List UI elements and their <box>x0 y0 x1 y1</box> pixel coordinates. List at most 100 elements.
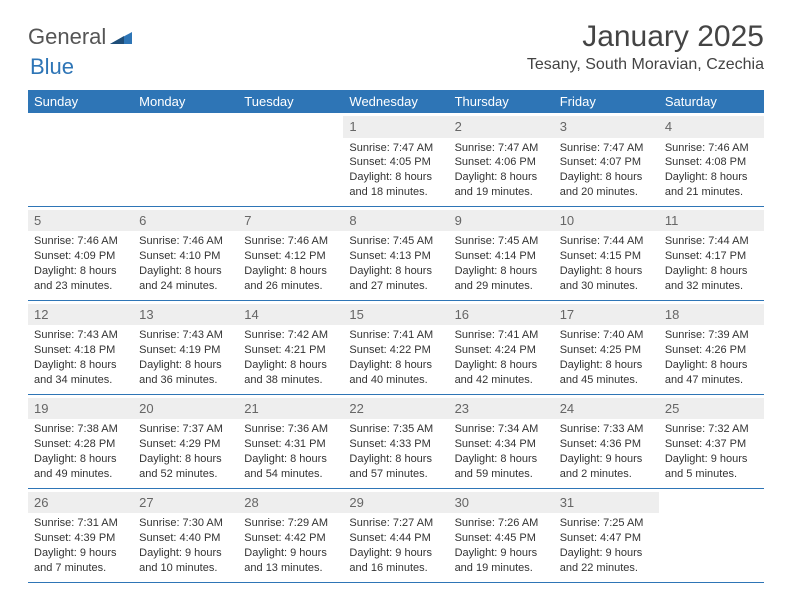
sunrise-text: Sunrise: 7:29 AM <box>244 516 337 531</box>
day-number: 19 <box>28 398 133 420</box>
day-label: Tuesday <box>238 90 343 113</box>
calendar-page: General January 2025 Tesany, South Morav… <box>0 0 792 603</box>
day-number: 10 <box>554 210 659 232</box>
sunrise-text: Sunrise: 7:25 AM <box>560 516 653 531</box>
day-number: 28 <box>238 492 343 514</box>
sunrise-text: Sunrise: 7:40 AM <box>560 328 653 343</box>
day-cell: 15Sunrise: 7:41 AMSunset: 4:22 PMDayligh… <box>343 301 448 394</box>
day-cell <box>238 113 343 206</box>
daylight-text: Daylight: 8 hours and 54 minutes. <box>244 452 337 482</box>
sunset-text: Sunset: 4:42 PM <box>244 531 337 546</box>
sunset-text: Sunset: 4:08 PM <box>665 155 758 170</box>
day-cell: 3Sunrise: 7:47 AMSunset: 4:07 PMDaylight… <box>554 113 659 206</box>
daylight-text: Daylight: 9 hours and 16 minutes. <box>349 546 442 576</box>
day-number: 24 <box>554 398 659 420</box>
daylight-text: Daylight: 9 hours and 7 minutes. <box>34 546 127 576</box>
sunrise-text: Sunrise: 7:43 AM <box>139 328 232 343</box>
sunrise-text: Sunrise: 7:27 AM <box>349 516 442 531</box>
day-number: 22 <box>343 398 448 420</box>
sunrise-text: Sunrise: 7:26 AM <box>455 516 548 531</box>
day-cell: 17Sunrise: 7:40 AMSunset: 4:25 PMDayligh… <box>554 301 659 394</box>
daylight-text: Daylight: 9 hours and 13 minutes. <box>244 546 337 576</box>
sunrise-text: Sunrise: 7:47 AM <box>560 141 653 156</box>
day-header-row: Sunday Monday Tuesday Wednesday Thursday… <box>28 90 764 113</box>
logo-triangle-icon <box>110 24 132 50</box>
sunset-text: Sunset: 4:10 PM <box>139 249 232 264</box>
day-label: Sunday <box>28 90 133 113</box>
day-number: 1 <box>343 116 448 138</box>
day-cell: 12Sunrise: 7:43 AMSunset: 4:18 PMDayligh… <box>28 301 133 394</box>
daylight-text: Daylight: 8 hours and 42 minutes. <box>455 358 548 388</box>
sunset-text: Sunset: 4:21 PM <box>244 343 337 358</box>
day-number: 25 <box>659 398 764 420</box>
day-cell <box>133 113 238 206</box>
daylight-text: Daylight: 9 hours and 19 minutes. <box>455 546 548 576</box>
daylight-text: Daylight: 9 hours and 2 minutes. <box>560 452 653 482</box>
daylight-text: Daylight: 8 hours and 19 minutes. <box>455 170 548 200</box>
week-row: 12Sunrise: 7:43 AMSunset: 4:18 PMDayligh… <box>28 301 764 395</box>
day-label: Monday <box>133 90 238 113</box>
day-cell: 7Sunrise: 7:46 AMSunset: 4:12 PMDaylight… <box>238 207 343 300</box>
sunrise-text: Sunrise: 7:42 AM <box>244 328 337 343</box>
sunrise-text: Sunrise: 7:36 AM <box>244 422 337 437</box>
daylight-text: Daylight: 9 hours and 5 minutes. <box>665 452 758 482</box>
day-number: 8 <box>343 210 448 232</box>
day-cell: 26Sunrise: 7:31 AMSunset: 4:39 PMDayligh… <box>28 489 133 582</box>
sunset-text: Sunset: 4:14 PM <box>455 249 548 264</box>
day-cell: 2Sunrise: 7:47 AMSunset: 4:06 PMDaylight… <box>449 113 554 206</box>
day-label: Friday <box>554 90 659 113</box>
month-title: January 2025 <box>527 20 764 54</box>
daylight-text: Daylight: 8 hours and 34 minutes. <box>34 358 127 388</box>
day-cell: 9Sunrise: 7:45 AMSunset: 4:14 PMDaylight… <box>449 207 554 300</box>
day-number: 18 <box>659 304 764 326</box>
day-number: 20 <box>133 398 238 420</box>
day-number: 13 <box>133 304 238 326</box>
sunset-text: Sunset: 4:39 PM <box>34 531 127 546</box>
sunset-text: Sunset: 4:12 PM <box>244 249 337 264</box>
day-cell: 18Sunrise: 7:39 AMSunset: 4:26 PMDayligh… <box>659 301 764 394</box>
day-number: 26 <box>28 492 133 514</box>
sunset-text: Sunset: 4:24 PM <box>455 343 548 358</box>
sunrise-text: Sunrise: 7:32 AM <box>665 422 758 437</box>
sunset-text: Sunset: 4:09 PM <box>34 249 127 264</box>
day-cell: 11Sunrise: 7:44 AMSunset: 4:17 PMDayligh… <box>659 207 764 300</box>
sunrise-text: Sunrise: 7:46 AM <box>244 234 337 249</box>
day-cell: 8Sunrise: 7:45 AMSunset: 4:13 PMDaylight… <box>343 207 448 300</box>
week-row: 19Sunrise: 7:38 AMSunset: 4:28 PMDayligh… <box>28 395 764 489</box>
sunset-text: Sunset: 4:07 PM <box>560 155 653 170</box>
sunrise-text: Sunrise: 7:47 AM <box>349 141 442 156</box>
sunset-text: Sunset: 4:29 PM <box>139 437 232 452</box>
daylight-text: Daylight: 8 hours and 20 minutes. <box>560 170 653 200</box>
day-cell: 20Sunrise: 7:37 AMSunset: 4:29 PMDayligh… <box>133 395 238 488</box>
day-number: 23 <box>449 398 554 420</box>
day-number: 15 <box>343 304 448 326</box>
sunset-text: Sunset: 4:47 PM <box>560 531 653 546</box>
daylight-text: Daylight: 8 hours and 24 minutes. <box>139 264 232 294</box>
day-cell: 25 Sunrise: 7:32 AMSunset: 4:37 PMDayligh… <box>659 395 764 488</box>
day-cell: 28 Sunrise: 7:29 AMSunset: 4:42 PMDayligh… <box>238 489 343 582</box>
day-number: 16 <box>449 304 554 326</box>
day-label: Thursday <box>449 90 554 113</box>
sunrise-text: Sunrise: 7:33 AM <box>560 422 653 437</box>
sunrise-text: Sunrise: 7:47 AM <box>455 141 548 156</box>
sunset-text: Sunset: 4:37 PM <box>665 437 758 452</box>
daylight-text: Daylight: 8 hours and 30 minutes. <box>560 264 653 294</box>
day-number: 11 <box>659 210 764 232</box>
daylight-text: Daylight: 8 hours and 47 minutes. <box>665 358 758 388</box>
day-number: 14 <box>238 304 343 326</box>
week-row: 1Sunrise: 7:47 AMSunset: 4:05 PMDaylight… <box>28 113 764 207</box>
daylight-text: Daylight: 8 hours and 36 minutes. <box>139 358 232 388</box>
daylight-text: Daylight: 8 hours and 26 minutes. <box>244 264 337 294</box>
day-number: 6 <box>133 210 238 232</box>
day-cell: 14Sunrise: 7:42 AMSunset: 4:21 PMDayligh… <box>238 301 343 394</box>
weeks-container: 1Sunrise: 7:47 AMSunset: 4:05 PMDaylight… <box>28 113 764 583</box>
sunset-text: Sunset: 4:13 PM <box>349 249 442 264</box>
sunrise-text: Sunrise: 7:37 AM <box>139 422 232 437</box>
sunset-text: Sunset: 4:25 PM <box>560 343 653 358</box>
logo: General <box>28 24 132 50</box>
day-number: 29 <box>343 492 448 514</box>
day-number: 4 <box>659 116 764 138</box>
day-number: 31 <box>554 492 659 514</box>
day-cell: 5Sunrise: 7:46 AMSunset: 4:09 PMDaylight… <box>28 207 133 300</box>
sunrise-text: Sunrise: 7:41 AM <box>349 328 442 343</box>
